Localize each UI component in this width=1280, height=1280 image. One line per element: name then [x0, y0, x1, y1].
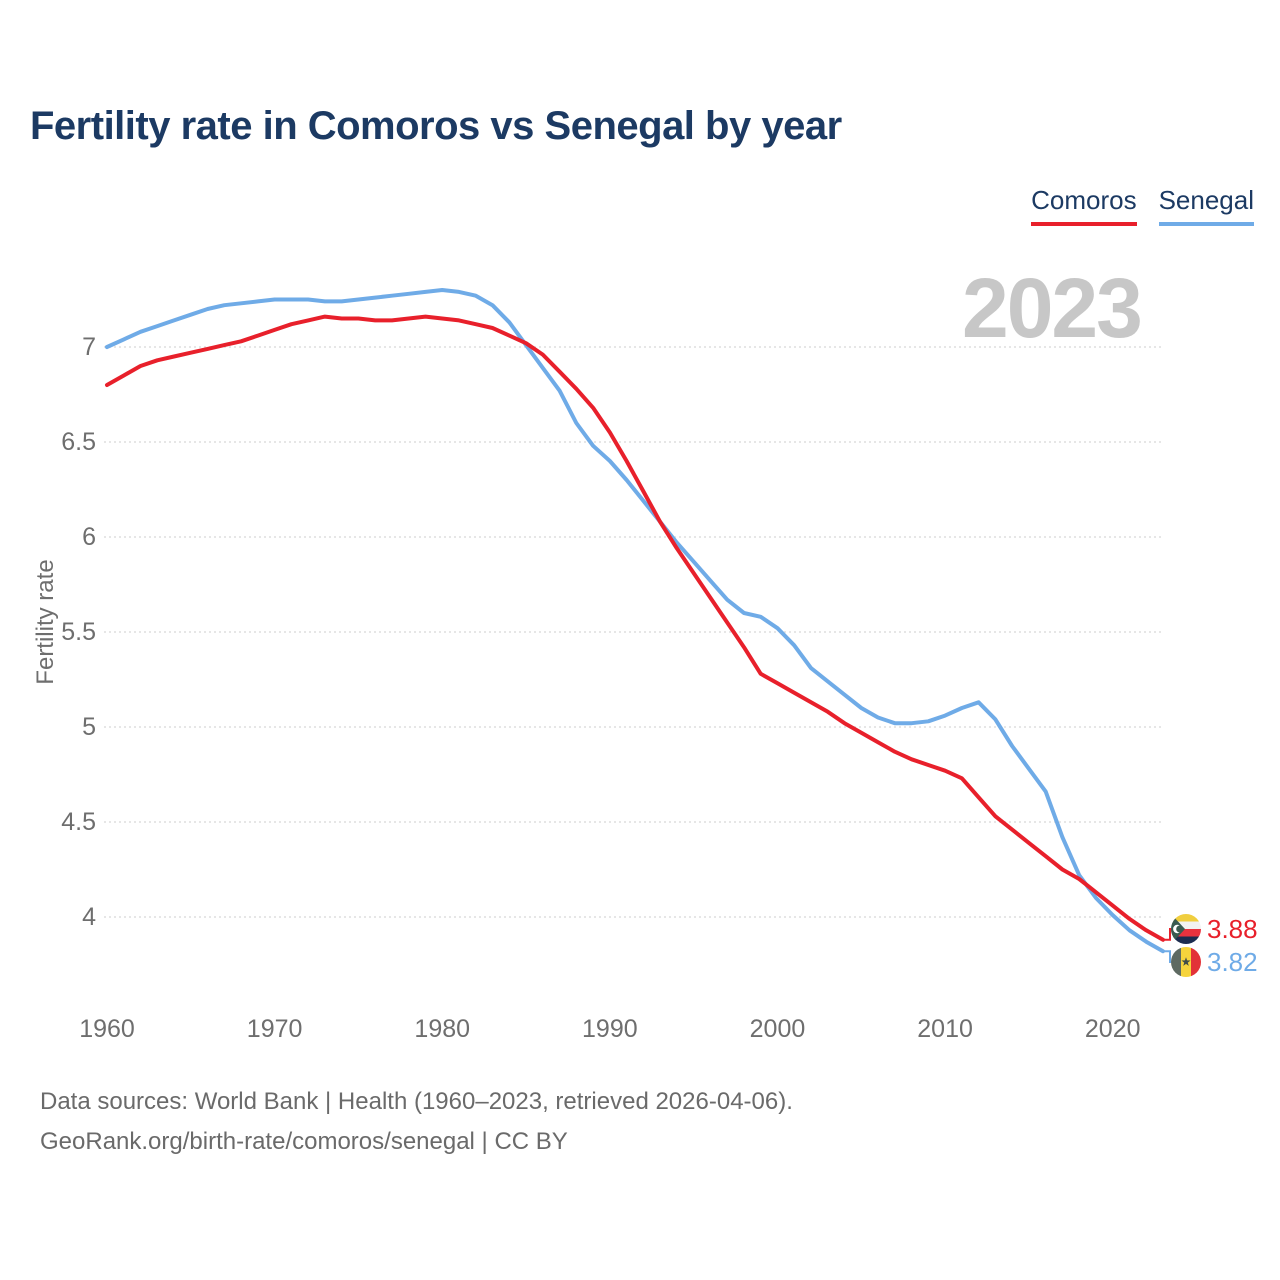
y-tick-label: 5.5	[61, 618, 96, 646]
legend: Comoros Senegal	[1031, 186, 1254, 226]
data-source-line: Data sources: World Bank | Health (1960–…	[40, 1088, 793, 1115]
comoros-flag-icon	[1171, 914, 1201, 944]
y-axis-title: Fertility rate	[32, 559, 59, 685]
legend-item-comoros[interactable]: Comoros	[1031, 186, 1137, 226]
x-tick-label: 1960	[79, 1015, 135, 1043]
x-tick-label: 1980	[414, 1015, 471, 1043]
senegal-flag-icon	[1171, 947, 1201, 977]
x-tick-label: 2010	[917, 1015, 973, 1043]
page-title: Fertility rate in Comoros vs Senegal by …	[30, 104, 842, 148]
x-tick-label: 2000	[749, 1015, 806, 1043]
end-value-senegal: 3.82	[1207, 946, 1258, 977]
y-tick-label: 7	[82, 333, 96, 361]
legend-item-senegal[interactable]: Senegal	[1158, 186, 1254, 226]
y-tick-label: 4.5	[61, 808, 96, 836]
y-tick-label: 5	[82, 713, 96, 741]
senegal-end-connector	[1163, 950, 1171, 963]
end-label-comoros: 3.88	[1171, 913, 1258, 945]
watermark-year: 2023	[962, 261, 1143, 355]
comoros-end-connector	[1163, 928, 1171, 941]
attribution-line: GeoRank.org/birth-rate/comoros/senegal |…	[40, 1128, 568, 1155]
x-tick-label: 1970	[246, 1015, 303, 1043]
comoros-line	[105, 314, 1165, 942]
end-value-comoros: 3.88	[1207, 913, 1258, 944]
data-source-note: Data sources: World Bank | Health (1960–…	[40, 1082, 793, 1162]
x-tick-label: 1990	[582, 1015, 638, 1043]
end-label-senegal: 3.82	[1171, 946, 1258, 978]
y-tick-label: 6.5	[61, 428, 96, 456]
y-tick-label: 6	[82, 523, 96, 551]
y-tick-label: 4	[82, 903, 96, 931]
senegal-line	[105, 288, 1165, 954]
x-tick-label: 2020	[1084, 1015, 1141, 1043]
